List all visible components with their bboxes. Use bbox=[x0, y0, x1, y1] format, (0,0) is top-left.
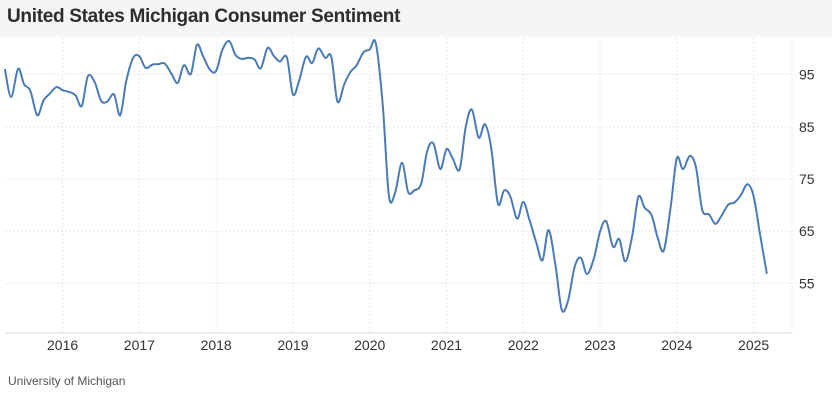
chart-title: United States Michigan Consumer Sentimen… bbox=[7, 6, 401, 27]
x-tick-label-2025: 2025 bbox=[738, 337, 769, 353]
x-tick-label-2016: 2016 bbox=[47, 337, 78, 353]
title-bar: United States Michigan Consumer Sentimen… bbox=[0, 0, 832, 37]
x-tick-label-2017: 2017 bbox=[124, 337, 155, 353]
x-tick-label-2024: 2024 bbox=[661, 337, 692, 353]
x-tick-label-2023: 2023 bbox=[584, 337, 615, 353]
y-tick-label-65: 65 bbox=[799, 223, 815, 239]
x-tick-label-2020: 2020 bbox=[354, 337, 385, 353]
x-tick-labels: 2016 2017 2018 2019 2020 2021 2022 2023 2024 2025 bbox=[47, 337, 769, 353]
x-tick-label-2019: 2019 bbox=[277, 337, 308, 353]
y-tick-label-85: 85 bbox=[799, 119, 815, 135]
x-tick-label-2018: 2018 bbox=[201, 337, 232, 353]
y-tick-labels: 55 65 75 85 95 bbox=[799, 67, 815, 292]
y-tick-label-55: 55 bbox=[799, 275, 815, 291]
y-tick-label-95: 95 bbox=[799, 67, 815, 83]
x-tick-label-2021: 2021 bbox=[431, 337, 462, 353]
y-tick-label-75: 75 bbox=[799, 171, 815, 187]
x-tick-label-2022: 2022 bbox=[508, 337, 539, 353]
series-line-consumer-sentiment bbox=[4, 39, 768, 313]
source-label: University of Michigan bbox=[8, 374, 126, 388]
